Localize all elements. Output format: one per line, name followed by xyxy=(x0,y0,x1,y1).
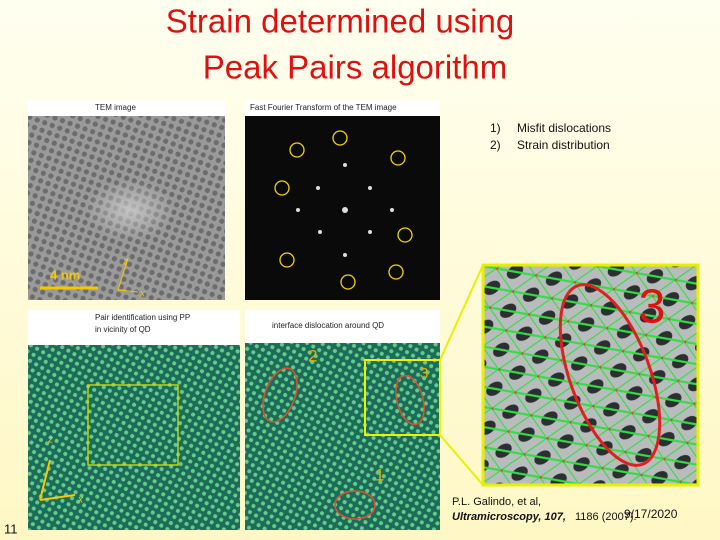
panel-label: Pair identification using PP xyxy=(95,313,190,322)
zoom-image xyxy=(481,263,700,487)
axis-label: z xyxy=(122,257,128,268)
axes-icon xyxy=(39,459,76,501)
axis-label: x xyxy=(77,495,84,506)
slide-number: 11 xyxy=(4,521,18,536)
marker: 1 xyxy=(375,465,384,484)
marker: 2 xyxy=(308,346,317,365)
panel-label: interface dislocation around QD xyxy=(272,321,384,330)
citation-authors: P.L. Galindo, et al, xyxy=(452,496,541,508)
panel-label: Fast Fourier Transform of the TEM image xyxy=(250,103,397,112)
dislocation-ellipse xyxy=(558,283,662,467)
axis-label: x xyxy=(139,289,146,300)
title-line: Strain determined using xyxy=(166,3,515,40)
dislocation-ellipses xyxy=(262,367,425,520)
panel-label: in vicinity of QD xyxy=(95,325,151,334)
citation-journal: Ultramicroscopy, 107, xyxy=(452,511,566,523)
citation-rest: 1186 (2007). xyxy=(575,511,637,523)
marker: 3 xyxy=(639,281,666,334)
axes-icon xyxy=(117,257,139,293)
pairs-image xyxy=(28,345,240,530)
marker: 3 xyxy=(420,365,428,382)
interface-image xyxy=(245,343,440,530)
list-text: Strain distribution xyxy=(517,138,610,152)
selection-box xyxy=(87,384,179,466)
zoom-line xyxy=(439,264,484,361)
zoom-box xyxy=(364,359,441,436)
quantum-dot xyxy=(85,180,175,240)
fft-image xyxy=(245,116,440,300)
fft-spots xyxy=(296,163,394,257)
list-number: 2) xyxy=(490,138,501,152)
axis-label: z xyxy=(47,435,53,446)
title-line: Peak Pairs algorithm xyxy=(203,49,507,86)
panel-label: TEM image xyxy=(95,103,136,112)
scale-label: 4 nm xyxy=(50,267,80,282)
date: 9/17/2020 xyxy=(624,507,678,521)
zoom-line xyxy=(439,434,484,486)
list-text: Misfit dislocations xyxy=(517,121,611,135)
fft-circles xyxy=(274,130,413,290)
list-number: 1) xyxy=(490,121,501,135)
